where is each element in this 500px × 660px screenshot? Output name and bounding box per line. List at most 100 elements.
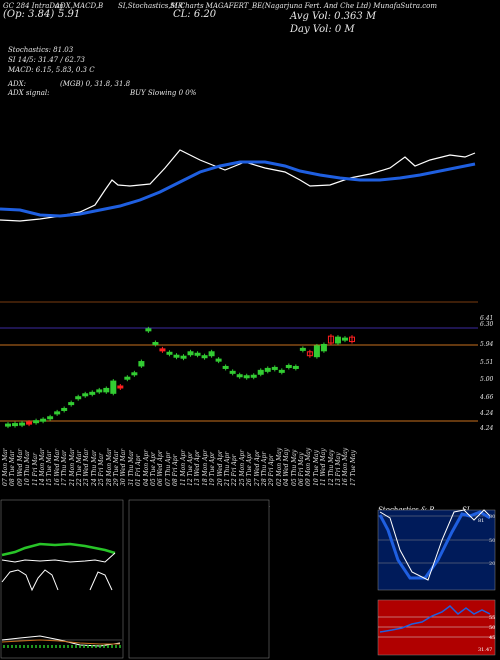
date-label: 11 Wed May [320,448,328,486]
adx-plus-line [1,542,116,557]
candle [341,337,348,341]
candle [12,423,19,427]
rsi-value: 31.47 [478,647,492,653]
date-label: 29 Fri Apr [268,454,276,486]
candle [299,347,306,351]
date-label: 11 Mon Apr [179,449,187,486]
candle [152,342,159,346]
date-label: 21 Thu Apr [224,451,231,486]
candle [320,343,327,352]
candle [131,372,138,376]
date-label: 16 Mon May [342,447,350,486]
candle [229,370,236,374]
price-tick: 5.51 [480,359,494,366]
stoch-panel-title-2: SI [462,506,470,514]
white-ma-line [0,149,476,222]
date-label: 17 Tue May [349,450,357,486]
candle [236,374,243,378]
candle [166,351,173,355]
si-value: SI 14/5: 31.47 / 62.73 [8,56,85,64]
candle [61,407,68,411]
candle [26,421,33,425]
candle [285,364,292,368]
date-label: 12 Tue Apr [187,452,194,486]
candle [180,355,187,359]
candle [124,376,131,380]
date-label: 05 Thu May [290,449,298,486]
price-tick: 5.94 [480,341,494,348]
candle [257,369,264,375]
open-value: 5.91 [58,9,81,20]
candle [82,393,89,397]
candle [5,423,11,427]
candle [313,345,320,358]
candle [103,387,110,393]
date-label: 23 Wed Mar [83,448,91,486]
price-tick: 5.00 [480,376,494,383]
candle [334,336,341,344]
rsi-tick: 45 [489,635,495,641]
day-volume: Day Vol: 0 M [290,24,355,35]
date-label: 12 Thu May [327,449,335,486]
candle [54,411,61,415]
stoch-panel-title: Stochastics & R [378,506,435,514]
date-label: 09 Mon May [305,447,313,486]
adx-panel-values: ADX: 0 +DY: 31.52 -DY: 31.82 [3,516,109,524]
date-label: 08 Tue Mar [9,450,17,486]
candle [349,336,355,343]
date-label: 22 Tue Mar [76,450,83,486]
date-label: 04 Mon Apr [142,449,150,486]
candle [47,416,54,420]
date-label: 05 Tue Apr [150,452,157,486]
header-company: (Nagarjuna Fert. And Che Ltd) MunafaSutr… [262,2,437,10]
stochastics-value: Stochastics: 81.03 [8,46,74,54]
date-label: 20 Wed Apr [216,450,224,486]
candle [145,328,152,332]
date-label: 30 Wed Mar [120,448,128,486]
adx-minus-line [1,552,116,563]
date-label: 25 Fri Mar [98,453,106,486]
date-label: 14 Mon Mar [39,448,46,486]
candle [159,348,166,352]
date-label: 22 Fri Apr [231,454,239,486]
intraday-panel-title-2: SI [262,506,270,514]
candle [68,402,75,406]
candle [264,367,271,372]
date-label: 16 Wed Mar [53,448,61,486]
date-label: 27 Wed Apr [253,450,261,486]
date-label: 13 Wed Apr [194,450,202,486]
candle [19,422,26,426]
rsi-tick: 50 [489,625,495,631]
candle [201,355,208,359]
price-tick: 6.30 [480,321,494,328]
date-label: 07 Mon Mar [2,448,9,486]
candle [173,354,180,358]
macd-signal-line [1,639,120,645]
date-label: 29 Tue Mar [113,450,120,486]
adx-values: (MGB) 0, 31.8, 31.8 [60,80,131,88]
adx-line [1,569,113,592]
date-label: 31 Thu Mar [127,450,135,486]
candle [215,358,222,362]
candle [138,361,145,367]
adx-panel-title: ADX & MACD [3,506,53,514]
candle [243,375,250,379]
candle [194,352,201,356]
date-label: 06 Fri May [298,452,305,486]
header-indicators: ADX,MACD,B [55,2,104,10]
rsi-line [379,605,491,633]
date-label: 13 Fri May [335,452,342,486]
intraday-panel-frame [128,499,270,659]
adx-signal: BUY Slowing 0 0% [130,89,197,97]
price-tick: 4.24 [480,425,494,432]
price-tick: 4.66 [480,394,494,401]
header-indicators-2: SI,Stochastics,MR [118,2,184,10]
candle [187,351,194,356]
date-label: 08 Fri Apr [172,454,180,486]
date-label: 02 Mon May [275,447,283,486]
date-label: 04 Wed May [283,448,291,486]
stoch-panel [377,509,496,591]
date-label: 01 Fri Apr [135,454,143,486]
date-label: 15 Tue Mar [46,450,54,486]
rsi-panel [377,599,496,656]
